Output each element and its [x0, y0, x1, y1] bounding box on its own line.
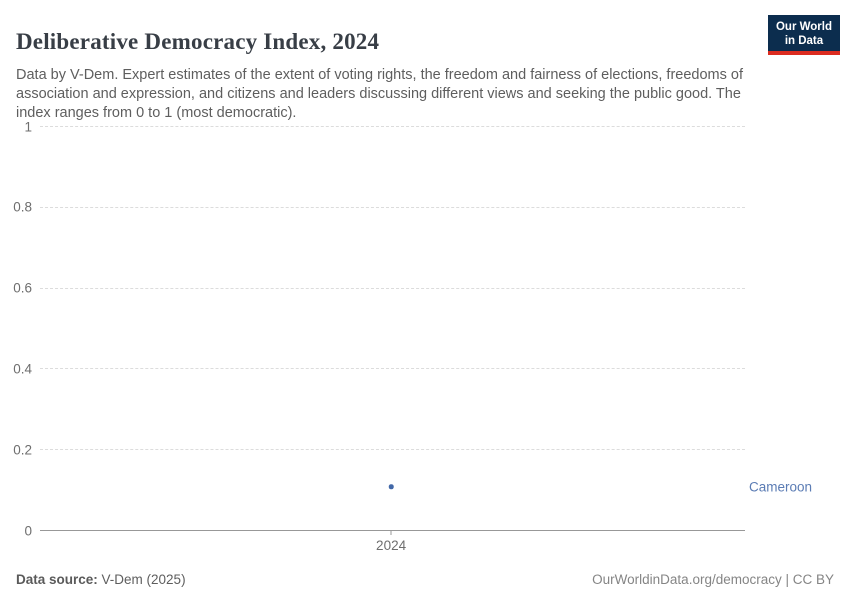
y-tick-label: 0.2: [13, 442, 32, 458]
y-tick-label: 0.6: [13, 280, 32, 296]
entity-label[interactable]: Cameroon: [749, 479, 813, 495]
y-tick-label: 0.8: [13, 199, 32, 215]
x-axis-line: 0: [24, 523, 745, 538]
gridline: 0.2: [13, 442, 745, 457]
owid-logo[interactable]: Our World in Data: [767, 15, 840, 55]
gridline: 1: [24, 119, 745, 134]
chart-footer: Data source: V-Dem (2025) OurWorldinData…: [16, 572, 834, 587]
data-source-value: V-Dem (2025): [97, 572, 186, 587]
owid-logo-line2: in Data: [784, 35, 824, 47]
x-tick: [390, 531, 392, 535]
data-source-label: Data source:: [16, 572, 98, 587]
owid-logo-line1: Our World: [775, 21, 832, 33]
y-tick-label: 0.4: [13, 361, 32, 377]
credit-link[interactable]: OurWorldinData.org/democracy | CC BY: [592, 572, 834, 587]
gridline: 0.6: [13, 281, 745, 296]
gridline: 0.8: [13, 200, 745, 215]
y-tick-label: 1: [24, 119, 32, 134]
plot-area: 0 0.2 0.4 0.6 0.8 1 2024 Cameroon: [13, 119, 812, 553]
gridline: 0.4: [13, 361, 745, 376]
page-title: Deliberative Democracy Index, 2024: [16, 29, 380, 55]
data-source: Data source: V-Dem (2025): [16, 572, 186, 587]
y-tick-label: 0: [24, 523, 32, 538]
chart-subtitle: Data by V-Dem. Expert estimates of the e…: [16, 66, 743, 121]
data-point[interactable]: [388, 484, 394, 489]
x-tick-label: 2024: [376, 538, 407, 553]
